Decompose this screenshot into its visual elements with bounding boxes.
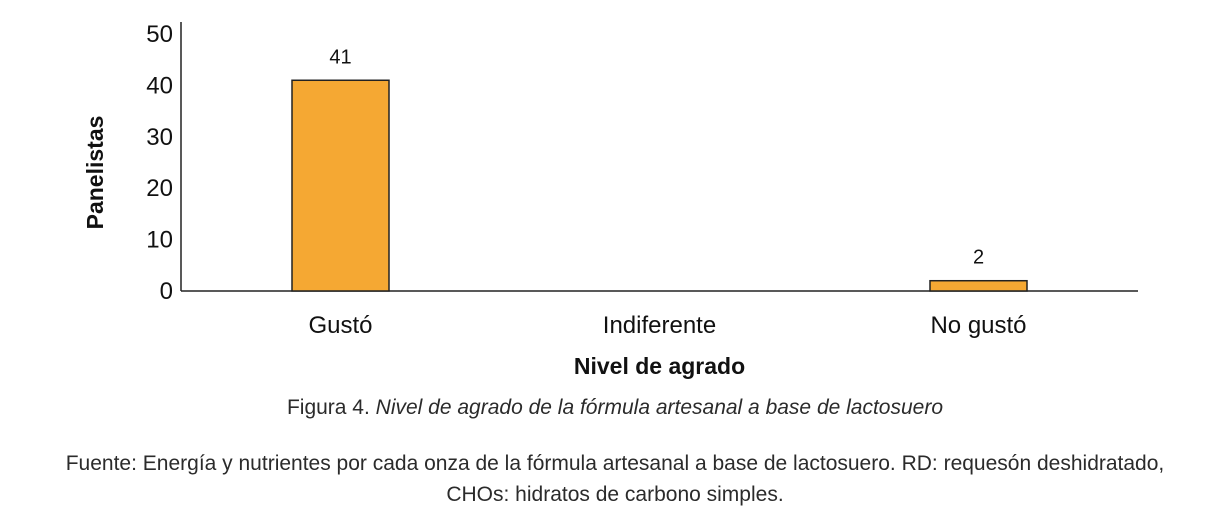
y-tick-label: 40 <box>146 72 173 99</box>
source-note-line-1: Fuente: Energía y nutrientes por cada on… <box>65 452 1165 475</box>
x-tick-label: Gustó <box>308 312 372 339</box>
y-tick-label: 20 <box>146 175 173 202</box>
y-axis-ticks: 0 10 20 30 40 50 <box>146 21 173 305</box>
x-tick-label: No gustó <box>930 312 1026 339</box>
x-axis-title: Nivel de agrado <box>574 353 745 379</box>
bars: 41 2 <box>291 46 1028 292</box>
bar <box>291 79 390 292</box>
source-note: Fuente: Energía y nutrientes por cada on… <box>0 448 1230 510</box>
bar-chart: 0 10 20 30 40 50 41 2 Gustó Indiferente No gustó… <box>82 21 1138 379</box>
y-tick-label: 30 <box>146 124 173 151</box>
source-note-line-2: CHOs: hidratos de carbono simples. <box>446 483 784 506</box>
bar-data-label: 2 <box>973 247 984 269</box>
y-tick-label: 50 <box>146 21 173 48</box>
x-tick-label: Indiferente <box>603 312 716 339</box>
figure-caption: Figura 4. Nivel de agrado de la fórmula … <box>0 396 1230 420</box>
figure-number: Figura 4. <box>286 396 370 419</box>
y-tick-label: 10 <box>146 227 173 254</box>
bar <box>929 279 1028 292</box>
x-axis-category-labels: Gustó Indiferente No gustó <box>308 312 1026 339</box>
y-axis-title: Panelistas <box>82 116 108 230</box>
y-tick-label: 0 <box>160 278 173 305</box>
bar-data-label: 41 <box>329 46 351 68</box>
figure-title: Nivel de agrado de la fórmula artesanal … <box>375 396 944 419</box>
